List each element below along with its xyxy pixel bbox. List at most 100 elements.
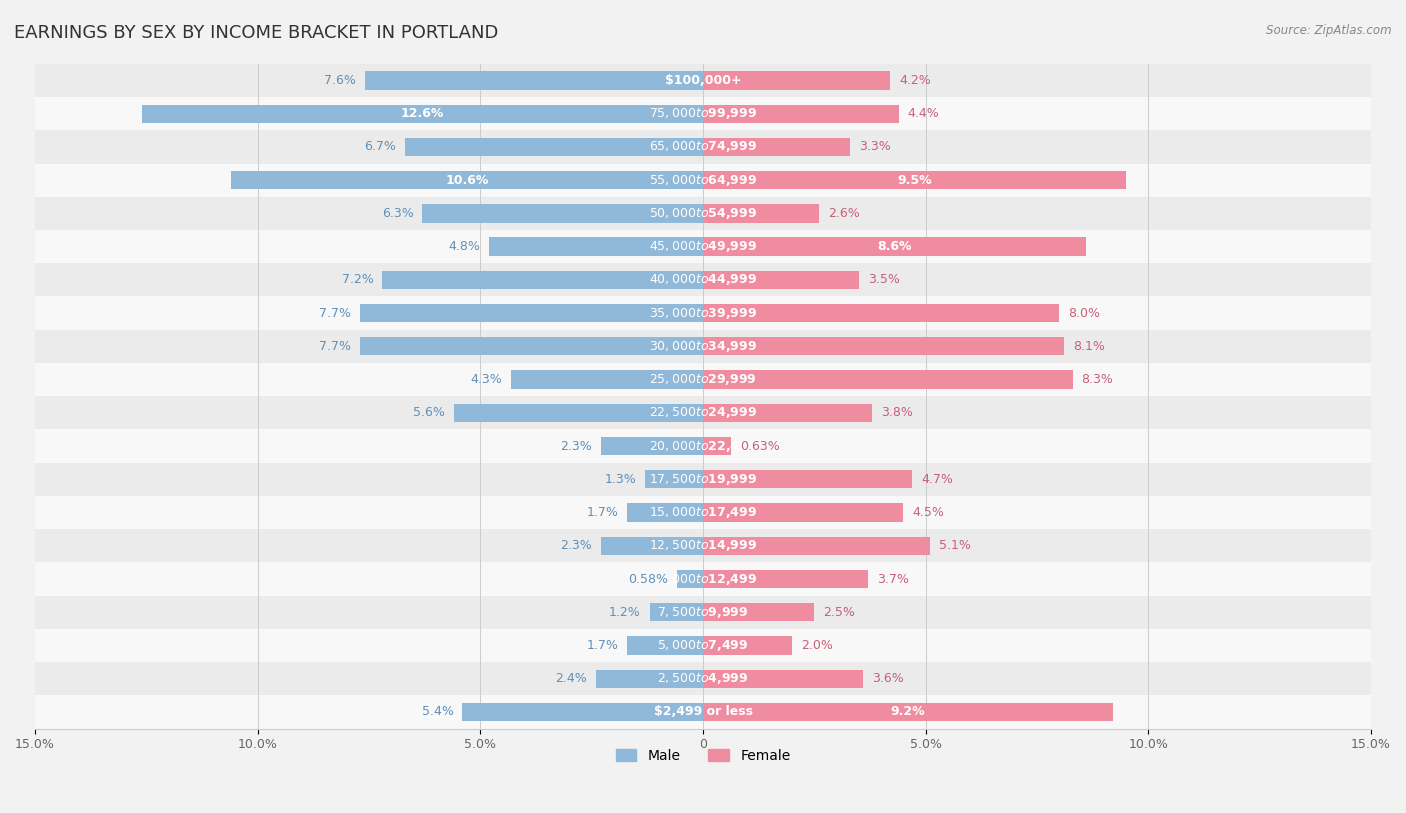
Bar (35, 662, 1371, 695)
Bar (463, 703, 703, 721)
Text: 2.6%: 2.6% (828, 207, 859, 220)
Text: $2,499 or less: $2,499 or less (654, 706, 752, 719)
Text: $10,000 to $12,499: $10,000 to $12,499 (650, 572, 756, 586)
Text: 2.0%: 2.0% (801, 639, 832, 652)
Text: $75,000 to $99,999: $75,000 to $99,999 (650, 107, 756, 121)
Text: $25,000 to $29,999: $25,000 to $29,999 (650, 372, 756, 387)
Bar (360, 304, 703, 322)
Text: $15,000 to $17,499: $15,000 to $17,499 (650, 505, 756, 520)
Text: Source: ZipAtlas.com: Source: ZipAtlas.com (1267, 24, 1392, 37)
Text: EARNINGS BY SEX BY INCOME BRACKET IN PORTLAND: EARNINGS BY SEX BY INCOME BRACKET IN POR… (14, 24, 499, 42)
Bar (35, 596, 1371, 629)
Text: 0.58%: 0.58% (628, 572, 668, 585)
Bar (703, 470, 912, 489)
Bar (422, 204, 703, 223)
Bar (405, 137, 703, 156)
Text: $100,000+: $100,000+ (665, 74, 741, 87)
Text: 4.8%: 4.8% (449, 240, 481, 253)
Text: 2.4%: 2.4% (555, 672, 588, 685)
Bar (35, 97, 1371, 130)
Text: 8.6%: 8.6% (877, 240, 911, 253)
Bar (703, 137, 851, 156)
Text: 1.7%: 1.7% (586, 639, 619, 652)
Text: 3.8%: 3.8% (882, 406, 912, 420)
Bar (703, 304, 1059, 322)
Bar (703, 603, 814, 621)
Text: $5,000 to $7,499: $5,000 to $7,499 (657, 638, 749, 653)
Bar (703, 503, 904, 522)
Text: $50,000 to $54,999: $50,000 to $54,999 (650, 206, 756, 221)
Text: 1.2%: 1.2% (609, 606, 641, 619)
Bar (489, 237, 703, 256)
Text: 3.7%: 3.7% (877, 572, 908, 585)
Text: 0.63%: 0.63% (740, 440, 780, 453)
Bar (703, 237, 1085, 256)
Text: 9.5%: 9.5% (897, 174, 932, 187)
Bar (650, 603, 703, 621)
Text: $30,000 to $34,999: $30,000 to $34,999 (650, 339, 756, 354)
Legend: Male, Female: Male, Female (610, 743, 796, 768)
Bar (35, 163, 1371, 197)
Bar (703, 404, 872, 422)
Bar (35, 230, 1371, 263)
Text: $45,000 to $49,999: $45,000 to $49,999 (650, 239, 756, 254)
Bar (35, 330, 1371, 363)
Text: 5.6%: 5.6% (413, 406, 444, 420)
Bar (35, 563, 1371, 596)
Text: 2.5%: 2.5% (824, 606, 855, 619)
Bar (627, 637, 703, 654)
Text: 7.7%: 7.7% (319, 307, 352, 320)
Text: $7,500 to $9,999: $7,500 to $9,999 (657, 605, 749, 620)
Text: 1.3%: 1.3% (605, 473, 636, 486)
Bar (703, 537, 931, 555)
Bar (703, 703, 1112, 721)
Text: 5.1%: 5.1% (939, 539, 972, 552)
Text: 4.4%: 4.4% (908, 107, 939, 120)
Bar (360, 337, 703, 355)
Text: 9.2%: 9.2% (890, 706, 925, 719)
Text: 4.5%: 4.5% (912, 506, 945, 519)
Bar (35, 130, 1371, 163)
Bar (596, 670, 703, 688)
Bar (703, 637, 792, 654)
Bar (35, 363, 1371, 396)
Text: 6.7%: 6.7% (364, 141, 395, 154)
Text: 7.7%: 7.7% (319, 340, 352, 353)
Text: $35,000 to $39,999: $35,000 to $39,999 (650, 306, 756, 320)
Bar (678, 570, 703, 588)
Text: 2.3%: 2.3% (560, 440, 592, 453)
Bar (454, 404, 703, 422)
Bar (35, 297, 1371, 330)
Text: 2.3%: 2.3% (560, 539, 592, 552)
Text: 10.6%: 10.6% (446, 174, 489, 187)
Text: $55,000 to $64,999: $55,000 to $64,999 (650, 172, 756, 188)
Text: 12.6%: 12.6% (401, 107, 444, 120)
Text: 3.6%: 3.6% (872, 672, 904, 685)
Bar (35, 263, 1371, 297)
Bar (703, 72, 890, 89)
Text: $22,500 to $24,999: $22,500 to $24,999 (650, 406, 756, 420)
Text: 3.5%: 3.5% (868, 273, 900, 286)
Text: 1.7%: 1.7% (586, 506, 619, 519)
Bar (35, 629, 1371, 662)
Bar (35, 197, 1371, 230)
Text: $12,500 to $14,999: $12,500 to $14,999 (650, 538, 756, 554)
Bar (703, 105, 898, 123)
Bar (627, 503, 703, 522)
Text: 4.7%: 4.7% (921, 473, 953, 486)
Bar (364, 72, 703, 89)
Text: 3.3%: 3.3% (859, 141, 890, 154)
Bar (512, 371, 703, 389)
Text: 4.2%: 4.2% (898, 74, 931, 87)
Bar (703, 371, 1073, 389)
Bar (382, 271, 703, 289)
Bar (703, 670, 863, 688)
Bar (35, 496, 1371, 529)
Text: $40,000 to $44,999: $40,000 to $44,999 (650, 272, 756, 287)
Text: $65,000 to $74,999: $65,000 to $74,999 (650, 139, 756, 154)
Text: $2,500 to $4,999: $2,500 to $4,999 (657, 672, 749, 686)
Text: 7.6%: 7.6% (323, 74, 356, 87)
Bar (703, 171, 1126, 189)
Bar (231, 171, 703, 189)
Bar (600, 537, 703, 555)
